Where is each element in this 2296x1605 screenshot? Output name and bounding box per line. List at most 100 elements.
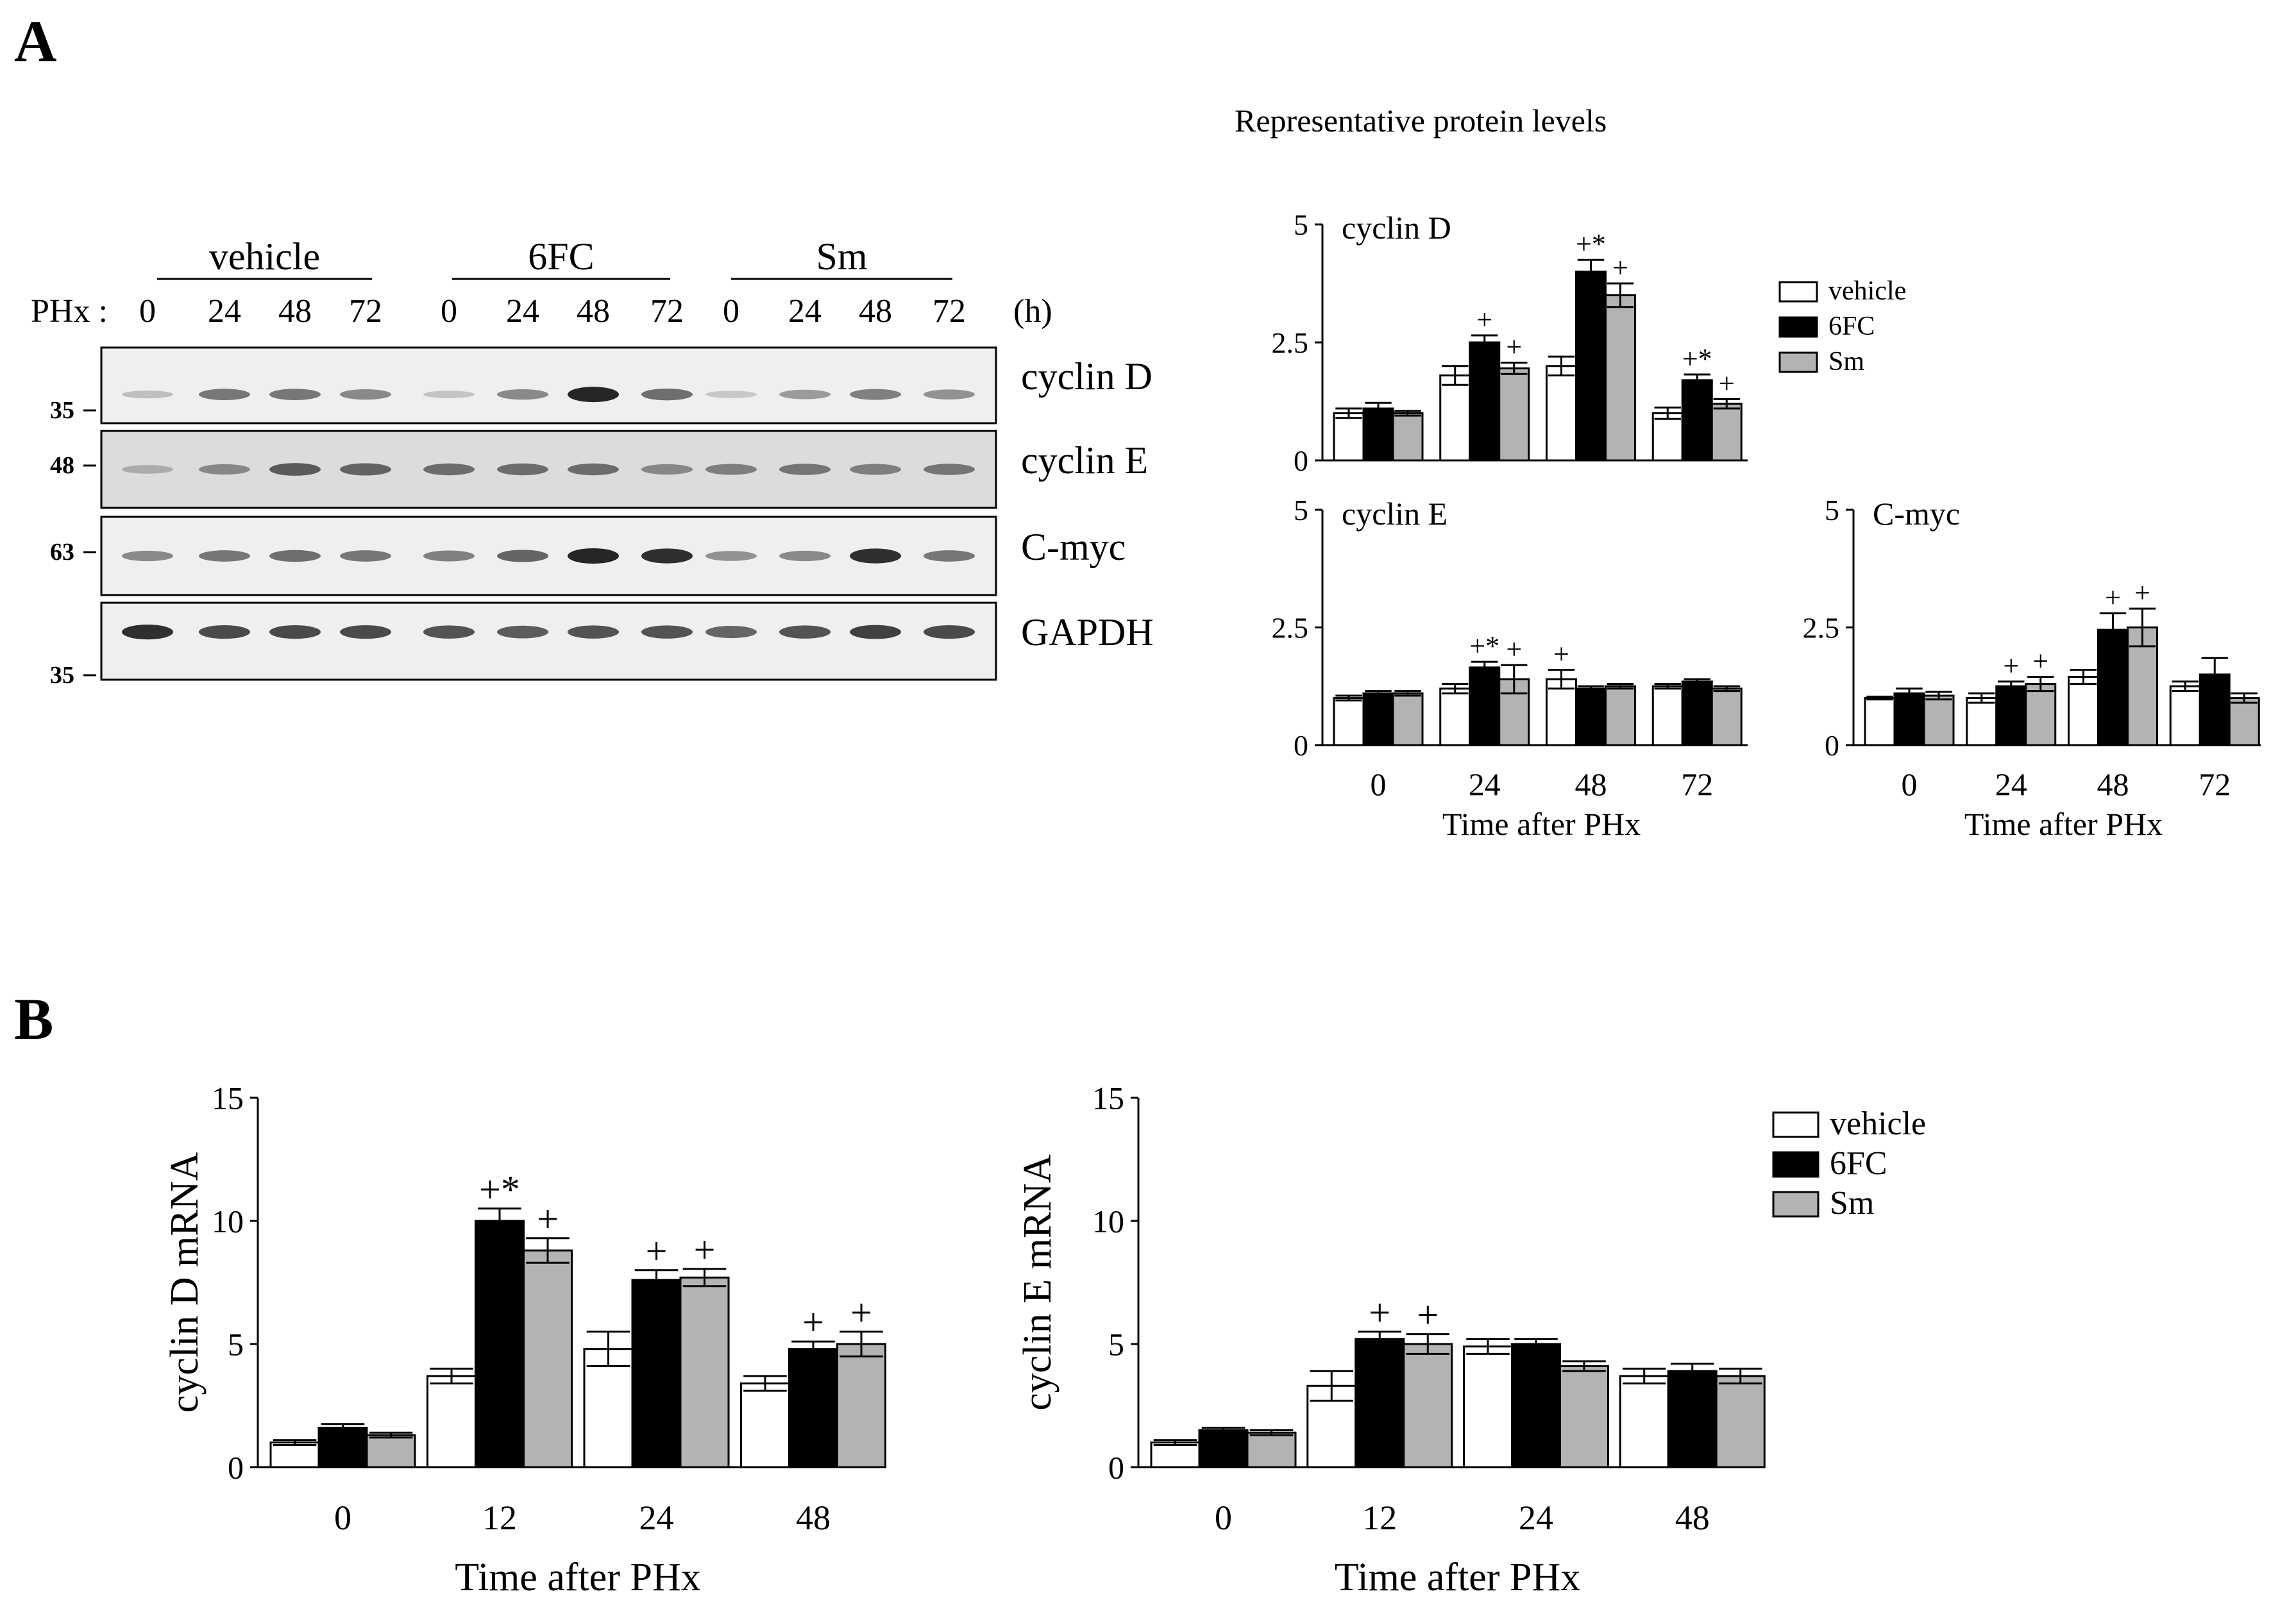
y-axis-label: cyclin E mRNA bbox=[1016, 1154, 1059, 1411]
chart-0: 02.55+++*++*+cyclin D bbox=[1272, 208, 1748, 477]
bar-6FC-48 bbox=[1575, 271, 1607, 462]
blot-panel-cyclin E bbox=[100, 430, 997, 509]
significance-mark: + bbox=[537, 1198, 559, 1240]
mw-marker: 48 bbox=[50, 452, 74, 479]
chart-group-subtitle: Representative protein levels bbox=[1235, 103, 1607, 139]
bar-vehicle-48 bbox=[1546, 365, 1577, 462]
y-tick-label: 0 bbox=[1825, 729, 1839, 762]
x-axis-label: Time after PHx bbox=[1442, 806, 1641, 842]
bar-Sm-0 bbox=[1246, 1431, 1297, 1468]
bar-6FC-0 bbox=[317, 1427, 368, 1468]
blot-label-GAPDH: GAPDH bbox=[1021, 611, 1154, 653]
bar-6FC-24 bbox=[1469, 666, 1501, 746]
blot-band bbox=[497, 550, 548, 562]
bar-6FC-48 bbox=[2097, 628, 2129, 746]
blot-band bbox=[924, 464, 975, 475]
bar-Sm-48 bbox=[1715, 1375, 1766, 1468]
blot-band bbox=[850, 625, 901, 639]
x-tick-label: 24 bbox=[1469, 766, 1501, 802]
time-unit-label: (h) bbox=[1013, 293, 1052, 330]
lane-label: 48 bbox=[278, 293, 312, 330]
y-axis-label: cyclin D mRNA bbox=[163, 1152, 207, 1413]
legend-swatch-6FC bbox=[1778, 316, 1818, 338]
bar-Sm-0 bbox=[366, 1434, 416, 1468]
x-axis-label: Time after PHx bbox=[1964, 806, 2163, 842]
blot-band bbox=[641, 388, 693, 401]
bar-vehicle-12 bbox=[426, 1375, 477, 1468]
x-tick-label: 48 bbox=[2097, 766, 2129, 802]
bar-Sm-72 bbox=[1710, 687, 1743, 746]
bar-vehicle-48 bbox=[2068, 676, 2099, 746]
y-tick-label: 5 bbox=[1108, 1327, 1124, 1363]
bar-6FC-0 bbox=[1362, 407, 1394, 462]
x-tick-label: 0 bbox=[1371, 766, 1387, 802]
x-tick-label: 0 bbox=[334, 1499, 351, 1537]
bar-6FC-48 bbox=[1667, 1370, 1718, 1468]
y-tick-label: 15 bbox=[212, 1080, 244, 1116]
y-tick-label: 0 bbox=[1294, 729, 1308, 762]
blot-band bbox=[641, 548, 693, 564]
blot-label-cyclin E: cyclin E bbox=[1021, 439, 1148, 482]
legend-label-vehicle: vehicle bbox=[1830, 1105, 1926, 1142]
bar-6FC-72 bbox=[1681, 379, 1713, 462]
blot-band bbox=[269, 550, 321, 562]
blot-band bbox=[340, 625, 391, 639]
bar-6FC-0 bbox=[1362, 692, 1394, 746]
x-tick-label: 48 bbox=[1575, 766, 1607, 802]
lane-label: 48 bbox=[577, 293, 610, 330]
bar-6FC-12 bbox=[1355, 1338, 1405, 1468]
y-tick-label: 15 bbox=[1092, 1080, 1124, 1116]
chart-4: 0 5 10 15 0 12 + +24 48 Time after PHx cyclin E mR… bbox=[1016, 1080, 1766, 1599]
significance-mark: + bbox=[1612, 252, 1628, 283]
blot-band bbox=[850, 548, 901, 564]
y-tick-label: 5 bbox=[228, 1327, 244, 1363]
blot-band bbox=[199, 389, 250, 401]
x-tick-label: 24 bbox=[639, 1499, 674, 1537]
blot-band bbox=[924, 389, 975, 399]
panel-label-b: B bbox=[14, 986, 53, 1052]
significance-mark: + bbox=[1553, 639, 1569, 670]
lane-label: 0 bbox=[139, 293, 156, 330]
blot-panel-GAPDH bbox=[100, 601, 997, 681]
bar-Sm-0 bbox=[1923, 694, 1955, 746]
bar-vehicle-72 bbox=[2169, 685, 2201, 746]
blot-band bbox=[779, 625, 831, 639]
lane-label: 24 bbox=[506, 293, 539, 330]
bar-6FC-24 bbox=[631, 1279, 682, 1468]
significance-mark: + bbox=[850, 1291, 872, 1334]
x-tick-label: 24 bbox=[1519, 1499, 1553, 1537]
significance-mark: + bbox=[1506, 634, 1522, 665]
legend-label-vehicle: vehicle bbox=[1828, 276, 1906, 306]
bar-6FC-0 bbox=[1893, 692, 1925, 746]
legend-protein: vehicle 6FC Sm bbox=[1778, 276, 1906, 376]
blot-band bbox=[199, 625, 250, 639]
bar-vehicle-72 bbox=[1651, 412, 1684, 462]
blot-band bbox=[122, 550, 173, 562]
blot-band bbox=[568, 463, 619, 476]
blot-band bbox=[340, 389, 391, 400]
lane-label: 72 bbox=[933, 293, 966, 330]
blot-band bbox=[568, 625, 619, 639]
blot-band bbox=[850, 464, 901, 475]
bar-vehicle-48 bbox=[1619, 1375, 1669, 1468]
y-tick-label: 10 bbox=[1092, 1204, 1124, 1239]
blot-band bbox=[122, 391, 173, 399]
x-tick-label: 48 bbox=[796, 1499, 831, 1537]
blot-band bbox=[122, 465, 173, 474]
chart-title: C-myc bbox=[1873, 496, 1960, 532]
legend-swatch-vehicle bbox=[1778, 281, 1818, 303]
significance-mark: + bbox=[2032, 646, 2048, 677]
significance-mark: + bbox=[1719, 367, 1735, 399]
x-tick-label: 72 bbox=[2199, 766, 2231, 802]
bar-Sm-12 bbox=[1403, 1343, 1453, 1468]
blot-band bbox=[423, 550, 475, 562]
lane-label: 0 bbox=[723, 293, 739, 330]
bar-vehicle-24 bbox=[583, 1348, 634, 1468]
bar-Sm-72 bbox=[1710, 403, 1743, 462]
bar-vehicle-72 bbox=[1651, 685, 1684, 746]
x-tick-label: 0 bbox=[1902, 766, 1918, 802]
bar-6FC-0 bbox=[1198, 1429, 1249, 1468]
legend-swatch-Sm bbox=[1778, 351, 1818, 373]
significance-mark: +* bbox=[1469, 630, 1499, 662]
